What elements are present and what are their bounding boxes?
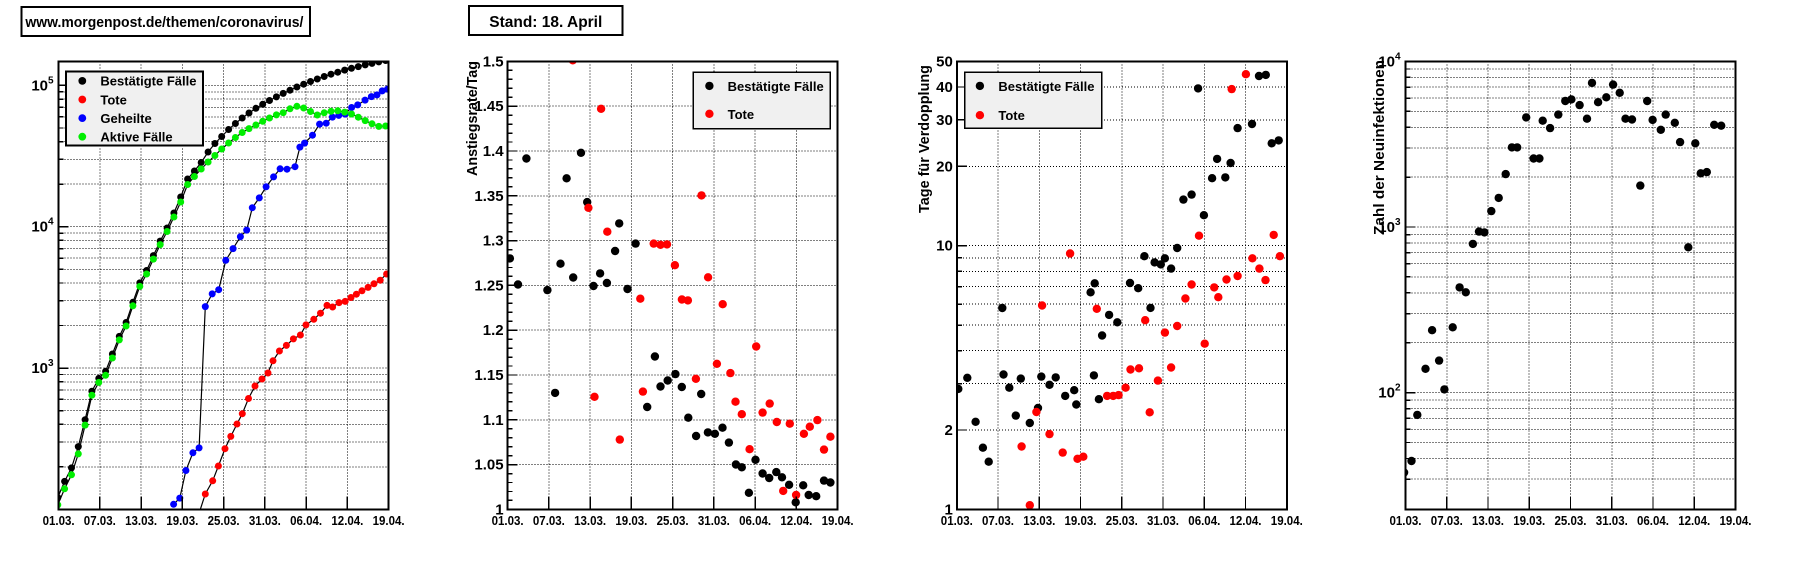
svg-text:19.04.: 19.04. (373, 513, 405, 528)
svg-text:01.03.: 01.03. (43, 513, 75, 528)
svg-text:1.05: 1.05 (474, 457, 503, 474)
svg-text:1.1: 1.1 (483, 412, 504, 429)
svg-text:06.04.: 06.04. (1188, 513, 1220, 528)
svg-text:1.25: 1.25 (474, 277, 503, 294)
svg-text:12.04.: 12.04. (1230, 513, 1262, 528)
svg-text:50: 50 (936, 53, 953, 70)
svg-text:19.04.: 19.04. (822, 513, 854, 528)
svg-text:Tote: Tote (998, 108, 1024, 123)
svg-text:1: 1 (944, 501, 952, 518)
svg-text:1.35: 1.35 (474, 188, 503, 205)
svg-text:25.03.: 25.03. (208, 513, 240, 528)
svg-text:12.04.: 12.04. (1678, 513, 1710, 528)
svg-text:19.03.: 19.03. (166, 513, 198, 528)
svg-text:Stand: 18. April: Stand: 18. April (489, 14, 602, 31)
svg-text:19.03.: 19.03. (1065, 513, 1097, 528)
svg-text:12.04.: 12.04. (331, 513, 363, 528)
svg-text:13.03.: 13.03. (574, 513, 606, 528)
svg-text:Aktive Fälle: Aktive Fälle (100, 130, 172, 145)
svg-text:25.03.: 25.03. (1555, 513, 1587, 528)
svg-text:13.03.: 13.03. (125, 513, 157, 528)
svg-text:Anstiegsrate/Tag: Anstiegsrate/Tag (464, 61, 481, 176)
svg-text:40: 40 (936, 79, 953, 96)
svg-text:01.03.: 01.03. (941, 513, 973, 528)
svg-text:07.03.: 07.03. (1431, 513, 1463, 528)
svg-text:20: 20 (936, 158, 953, 175)
svg-text:07.03.: 07.03. (84, 513, 116, 528)
svg-text:1.45: 1.45 (474, 98, 503, 115)
svg-text:19.03.: 19.03. (1513, 513, 1545, 528)
svg-text:1.2: 1.2 (483, 322, 504, 339)
svg-text:Bestätigte Fälle: Bestätigte Fälle (100, 74, 196, 89)
svg-text:10: 10 (936, 238, 953, 255)
svg-text:31.03.: 31.03. (249, 513, 281, 528)
svg-text:13.03.: 13.03. (1023, 513, 1055, 528)
svg-text:06.04.: 06.04. (1637, 513, 1669, 528)
svg-text:1.4: 1.4 (483, 143, 505, 160)
svg-text:1.15: 1.15 (474, 367, 503, 384)
svg-text:12.04.: 12.04. (780, 513, 812, 528)
svg-text:25.03.: 25.03. (657, 513, 689, 528)
svg-text:1: 1 (495, 501, 503, 518)
svg-text:www.morgenpost.de/themen/coron: www.morgenpost.de/themen/coronavirus/ (24, 14, 304, 31)
svg-text:25.03.: 25.03. (1106, 513, 1138, 528)
svg-text:Geheilte: Geheilte (100, 111, 151, 126)
svg-text:Tage für Verdopplung: Tage für Verdopplung (916, 65, 933, 213)
svg-text:19.03.: 19.03. (615, 513, 647, 528)
svg-text:Bestätigte Fälle: Bestätigte Fälle (728, 79, 824, 94)
svg-text:31.03.: 31.03. (698, 513, 730, 528)
svg-text:01.03.: 01.03. (492, 513, 524, 528)
svg-text:13.03.: 13.03. (1472, 513, 1504, 528)
svg-text:07.03.: 07.03. (982, 513, 1014, 528)
svg-text:30: 30 (936, 112, 953, 129)
svg-text:1.3: 1.3 (483, 233, 504, 250)
svg-text:31.03.: 31.03. (1147, 513, 1179, 528)
svg-text:1.5: 1.5 (483, 53, 504, 70)
svg-text:01.03.: 01.03. (1390, 513, 1422, 528)
svg-text:31.03.: 31.03. (1596, 513, 1628, 528)
svg-text:06.04.: 06.04. (739, 513, 771, 528)
svg-text:06.04.: 06.04. (290, 513, 322, 528)
svg-text:Tote: Tote (100, 92, 126, 107)
svg-text:2: 2 (944, 422, 952, 439)
svg-text:Bestätigte Fälle: Bestätigte Fälle (998, 79, 1094, 94)
svg-text:Zahl der Neuinfektionen: Zahl der Neuinfektionen (1371, 60, 1388, 235)
svg-text:19.04.: 19.04. (1720, 513, 1752, 528)
svg-text:07.03.: 07.03. (533, 513, 565, 528)
svg-text:Tote: Tote (728, 107, 754, 122)
svg-text:19.04.: 19.04. (1271, 513, 1303, 528)
